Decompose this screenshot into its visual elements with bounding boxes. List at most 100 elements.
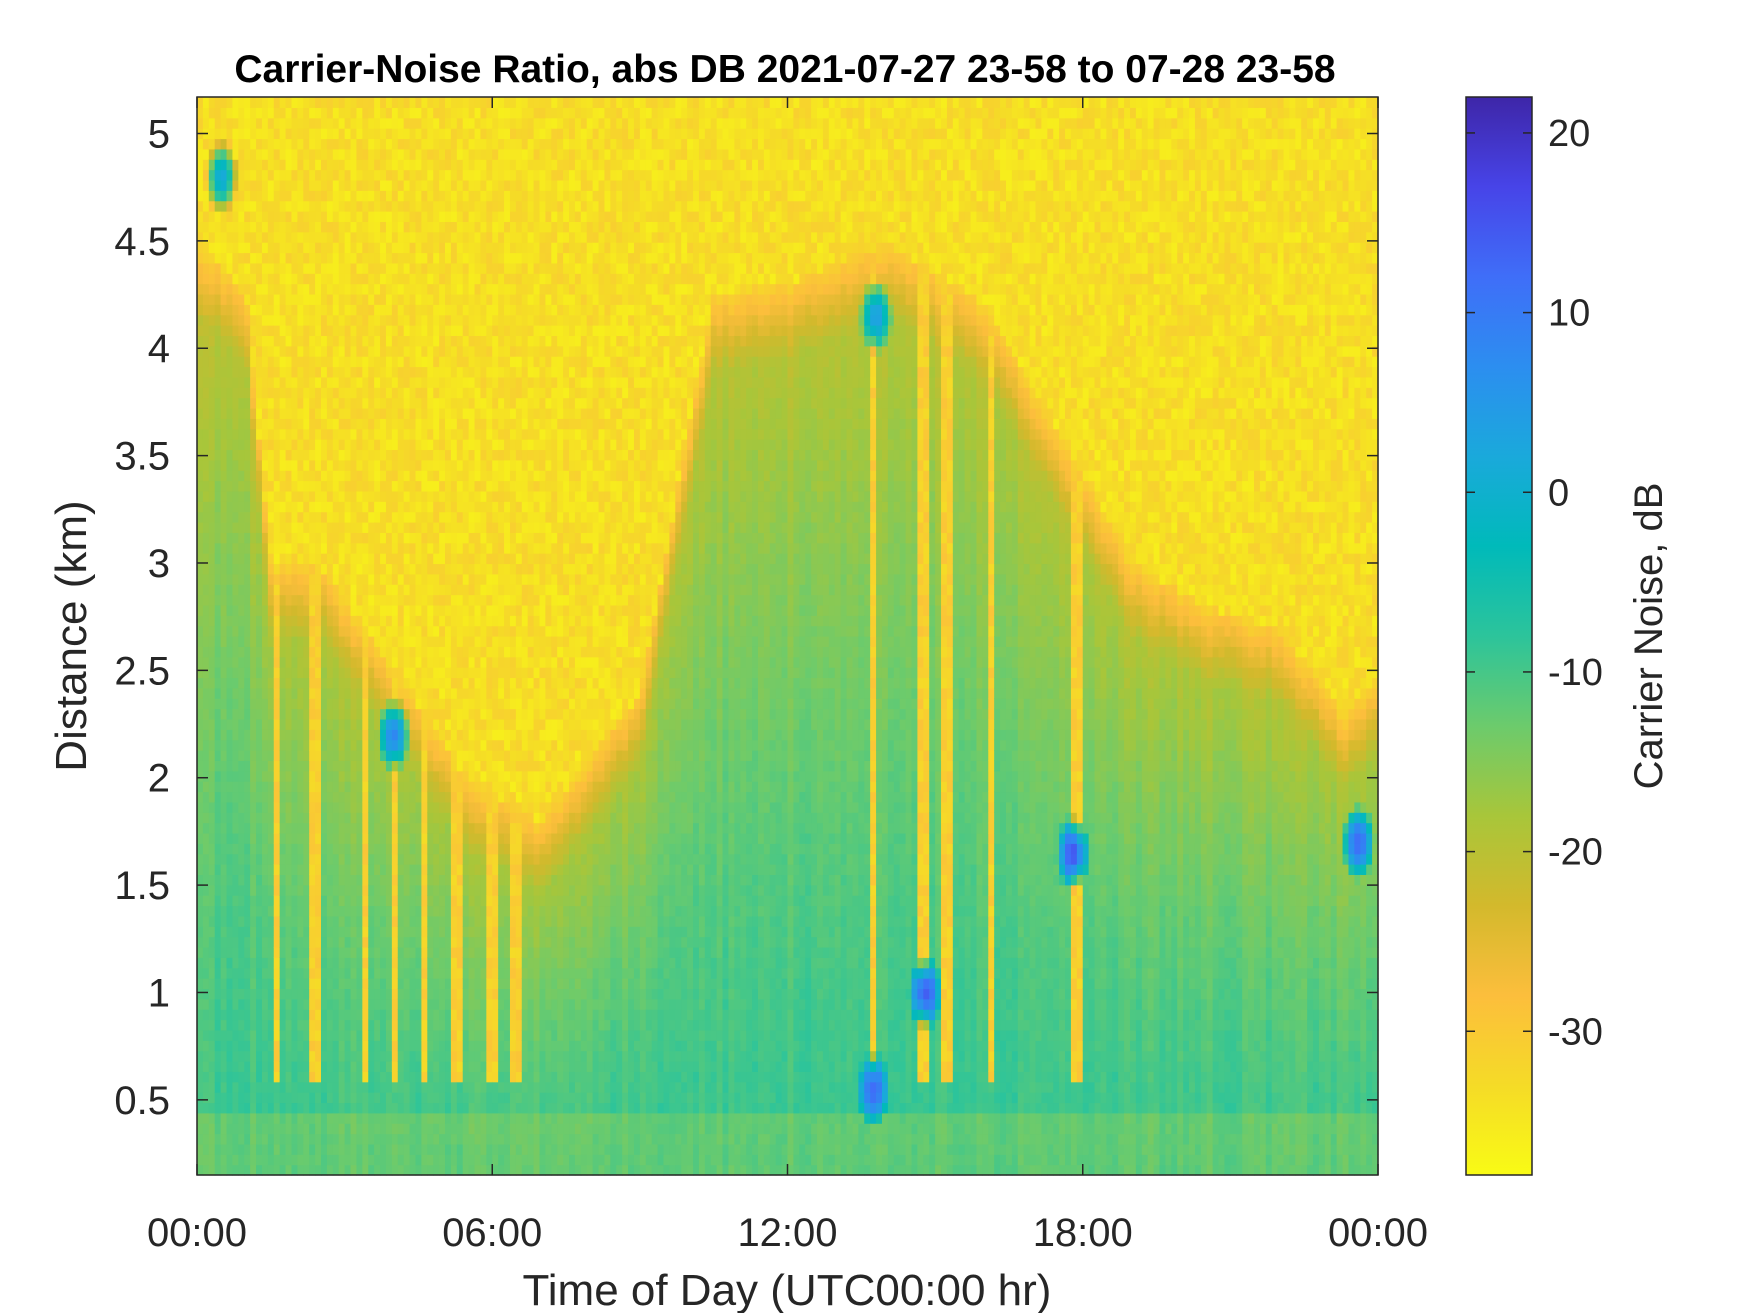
heatmap-cell [197,584,204,596]
heatmap-cell [309,376,316,388]
heatmap-cell [244,1092,251,1104]
heatmap-cell [439,97,446,108]
heatmap-cell [197,439,204,451]
heatmap-cell [415,376,422,388]
heatmap-cell [232,915,239,927]
heatmap-cell [403,242,411,254]
heatmap-cell [261,1029,269,1041]
heatmap-cell [197,200,204,212]
heatmap-cell [267,97,275,108]
heatmap-cell [344,418,352,430]
heatmap-cell [368,988,375,1000]
heatmap-cell [403,718,411,730]
heatmap-cell [362,687,369,699]
heatmap-cell [285,273,293,285]
heatmap-cell [415,211,422,222]
heatmap-cell [285,252,293,264]
heatmap-cell [397,97,405,108]
heatmap-cell [220,718,228,730]
heatmap-cell [202,946,210,958]
heatmap-cell [202,936,210,948]
heatmap-cell [285,304,293,316]
heatmap-cell [256,822,263,834]
heatmap-cell [273,1071,281,1083]
heatmap-cell [403,231,411,243]
heatmap-cell [279,1040,287,1052]
heatmap-cell [214,1092,222,1104]
heatmap-cell [279,179,287,191]
heatmap-cell [273,397,281,409]
heatmap-cell [297,853,304,865]
heatmap-cell [338,480,346,492]
heatmap-cell [202,148,210,160]
heatmap-cell [250,978,257,990]
heatmap-cell [244,781,251,793]
heatmap-cell [445,1112,452,1124]
heatmap-cell [332,242,340,254]
heatmap-cell [297,107,304,119]
heatmap-cell [362,501,369,513]
heatmap-cell [232,148,239,160]
heatmap-cell [220,345,228,357]
heatmap-cell [338,636,346,647]
heatmap-cell [291,832,298,844]
heatmap-cell [256,376,263,388]
heatmap-cell [403,874,411,886]
heatmap-cell [256,211,263,222]
heatmap-cell [344,905,352,917]
heatmap-cell [397,345,405,357]
heatmap-cell [267,138,275,150]
heatmap-cell [238,407,245,419]
heatmap-cell [409,242,417,254]
heatmap-cell [250,853,257,865]
heatmap-cell [285,490,293,502]
heatmap-cell [279,356,287,368]
heatmap-cell [267,387,275,399]
heatmap-cell [338,1092,346,1104]
heatmap-cell [380,231,387,243]
heatmap-cell [421,1092,428,1104]
heatmap-cell [303,957,310,969]
heatmap-cell [391,791,399,803]
heatmap-cell [291,905,298,917]
heatmap-cell [250,356,257,368]
heatmap-cell [391,169,399,181]
heatmap-cell [439,169,446,181]
heatmap-cell [232,988,239,1000]
heatmap-cell [403,314,411,326]
heatmap-cell [214,698,222,710]
heatmap-cell [456,936,464,948]
heatmap-cell [250,262,257,274]
heatmap-cell [285,791,293,803]
heatmap-cell [321,262,328,274]
heatmap-cell [226,770,234,782]
heatmap-cell [326,221,334,233]
heatmap-cell [338,1154,346,1166]
heatmap-cell [427,563,434,575]
heatmap-cell [380,988,387,1000]
heatmap-cell [374,998,381,1010]
heatmap-cell [256,915,263,927]
heatmap-cell [232,636,239,647]
heatmap-cell [279,584,287,596]
heatmap-cell [385,159,393,171]
heatmap-cell [415,708,422,720]
heatmap-cell [315,449,322,461]
heatmap-cell [315,553,322,565]
heatmap-cell [368,190,375,202]
heatmap-cell [291,677,298,689]
heatmap-cell [208,407,216,419]
heatmap-cell [468,179,476,191]
heatmap-cell [474,594,482,606]
heatmap-cell [474,998,482,1010]
heatmap-cell [273,304,281,316]
heatmap-cell [309,221,316,233]
heatmap-cell [214,501,222,513]
heatmap-cell [356,1060,363,1072]
heatmap-cell [273,211,281,222]
heatmap-cell [332,418,340,430]
heatmap-cell [427,553,434,565]
heatmap-cell [403,677,411,689]
heatmap-cell [450,843,458,855]
heatmap-cell [202,853,210,865]
